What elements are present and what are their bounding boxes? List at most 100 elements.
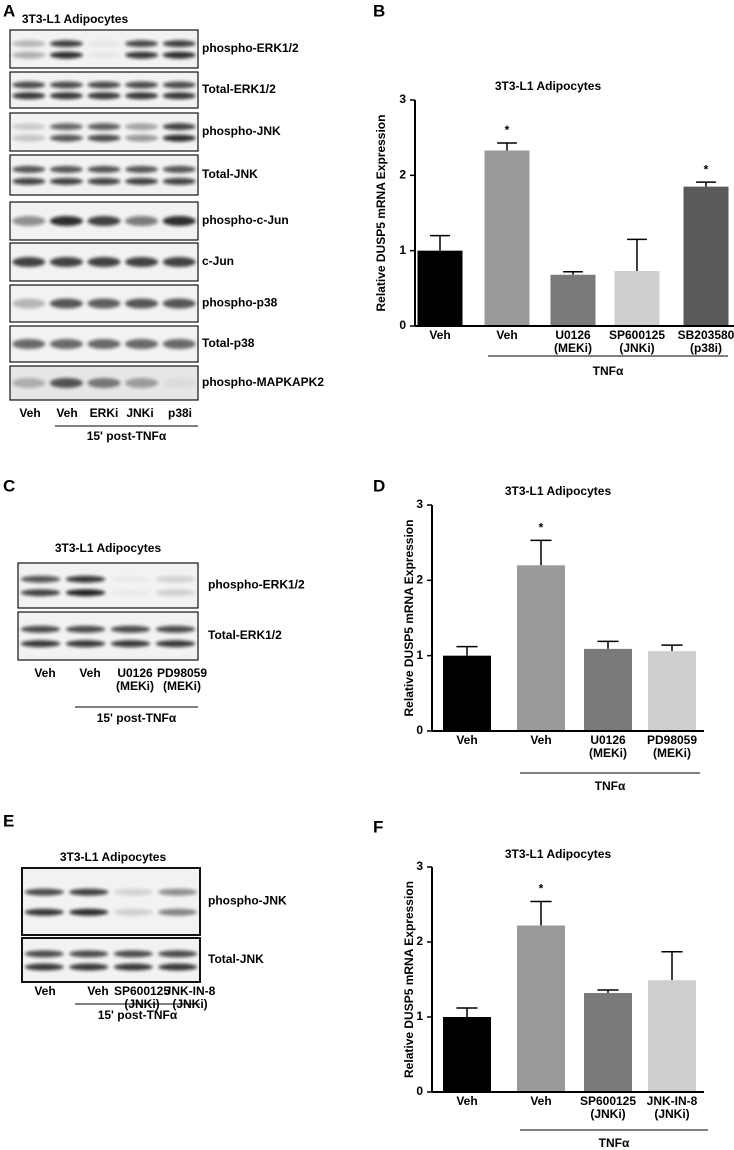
blot-row-label: Total-JNK [208, 952, 264, 966]
blot-band [111, 576, 151, 583]
blot-title: 3T3-L1 Adipocytes [22, 12, 129, 26]
blot-row-label: phospho-JNK [208, 894, 287, 908]
blot-band [87, 134, 121, 142]
y-axis-label: Relative DUSP5 mRNA Expression [374, 115, 388, 312]
blot-row-label: Total-p38 [202, 336, 255, 350]
blot-strip [9, 154, 199, 196]
blot-strip [9, 71, 199, 109]
blot-band [125, 134, 159, 142]
panel-letter: F [373, 817, 383, 836]
x-tick-label: U0126 (MEKi) [589, 733, 627, 760]
blot-band [87, 81, 121, 89]
blot-band [125, 92, 159, 100]
lane-label: Veh [79, 666, 100, 680]
lane-label: PD98059 (MEKi) [157, 666, 207, 693]
bar [517, 565, 565, 731]
y-tick-label: 3 [399, 92, 406, 106]
y-tick-label: 3 [416, 497, 423, 511]
chart-title: 3T3-L1 Adipocytes [495, 79, 602, 93]
lane-label: Veh [34, 666, 55, 680]
blot-band [87, 339, 121, 349]
blot-band [158, 963, 198, 971]
y-tick-label: 0 [416, 1084, 423, 1098]
blot-row-label: Total-JNK [202, 167, 258, 181]
y-tick-label: 1 [399, 243, 406, 257]
y-tick-label: 3 [416, 859, 423, 873]
panel-letter: A [3, 1, 15, 20]
blot-band [87, 257, 121, 267]
blot-band [49, 123, 83, 131]
blot-row-label: phospho-MAPKAPK2 [202, 375, 324, 389]
group-label: 15' post-TNFα [97, 711, 177, 725]
blot-band [20, 625, 61, 633]
blot-band [49, 216, 83, 226]
blot-band [155, 589, 196, 597]
blot-band [113, 950, 153, 958]
blot-band [69, 963, 109, 971]
blot-strip [9, 112, 199, 152]
blot-band [110, 640, 151, 648]
blot-band [49, 165, 83, 173]
x-tick-label: SP600125 (JNKi) [609, 328, 665, 355]
blot-row-label: phospho-c-Jun [202, 213, 289, 227]
blot-band [65, 625, 106, 633]
blot-band [125, 339, 159, 349]
lane-label: U0126 (MEKi) [116, 666, 154, 693]
blot-band [20, 640, 61, 648]
blot-band [162, 123, 196, 131]
blot-band [125, 216, 159, 226]
blot-band [125, 298, 159, 309]
blot-band [49, 298, 83, 309]
blot-band [12, 339, 46, 349]
x-tick-label: Veh [496, 328, 517, 342]
lane-label: JNKi [126, 406, 153, 420]
blot-band [111, 589, 151, 596]
x-tick-label: SB203580 (p38i) [678, 328, 734, 355]
blot-band [87, 177, 121, 185]
blot-strip [17, 562, 199, 609]
blot-band [49, 51, 83, 59]
bar [648, 980, 696, 1092]
blot-band [125, 257, 159, 267]
blot-band [49, 40, 83, 48]
blot-band [162, 165, 196, 173]
bar [417, 250, 463, 326]
blot-band [87, 298, 121, 309]
bar [443, 1017, 491, 1092]
x-tick-label: Veh [456, 733, 477, 747]
blot-band [12, 165, 46, 173]
lane-label: Veh [34, 984, 55, 998]
blot-row-label: c-Jun [202, 254, 234, 268]
blot-band [162, 92, 196, 100]
x-tick-label: Veh [429, 328, 450, 342]
y-axis-label: Relative DUSP5 mRNA Expression [402, 881, 416, 1078]
blot-strip [21, 867, 201, 936]
chart-title: 3T3-L1 Adipocytes [505, 484, 612, 498]
blot-band [125, 378, 159, 388]
x-tick-label: Veh [456, 1094, 477, 1108]
blot-band [162, 40, 196, 48]
blot-band [162, 257, 196, 267]
blot-band [12, 40, 46, 48]
y-tick-label: 2 [399, 168, 406, 182]
bar [648, 651, 696, 731]
bar [484, 150, 530, 326]
lane-label: SP600125 (JNKi) [114, 984, 170, 1011]
blot-band [162, 298, 196, 309]
blot-row-label: Total-ERK1/2 [202, 82, 276, 96]
blot-band [65, 589, 106, 597]
blot-band [12, 51, 46, 59]
blot-band [155, 640, 196, 648]
blot-band [113, 888, 153, 896]
chart-title: 3T3-L1 Adipocytes [505, 847, 612, 861]
group-label: TNFα [595, 779, 626, 793]
lane-label: Veh [56, 406, 77, 420]
group-label: 15' post-TNFα [98, 1008, 178, 1022]
blot-band [12, 92, 46, 100]
blot-band [12, 378, 46, 388]
panel-letter: C [3, 476, 15, 495]
bar [584, 993, 632, 1092]
blot-band [12, 216, 46, 226]
significance-mark: * [539, 882, 544, 896]
